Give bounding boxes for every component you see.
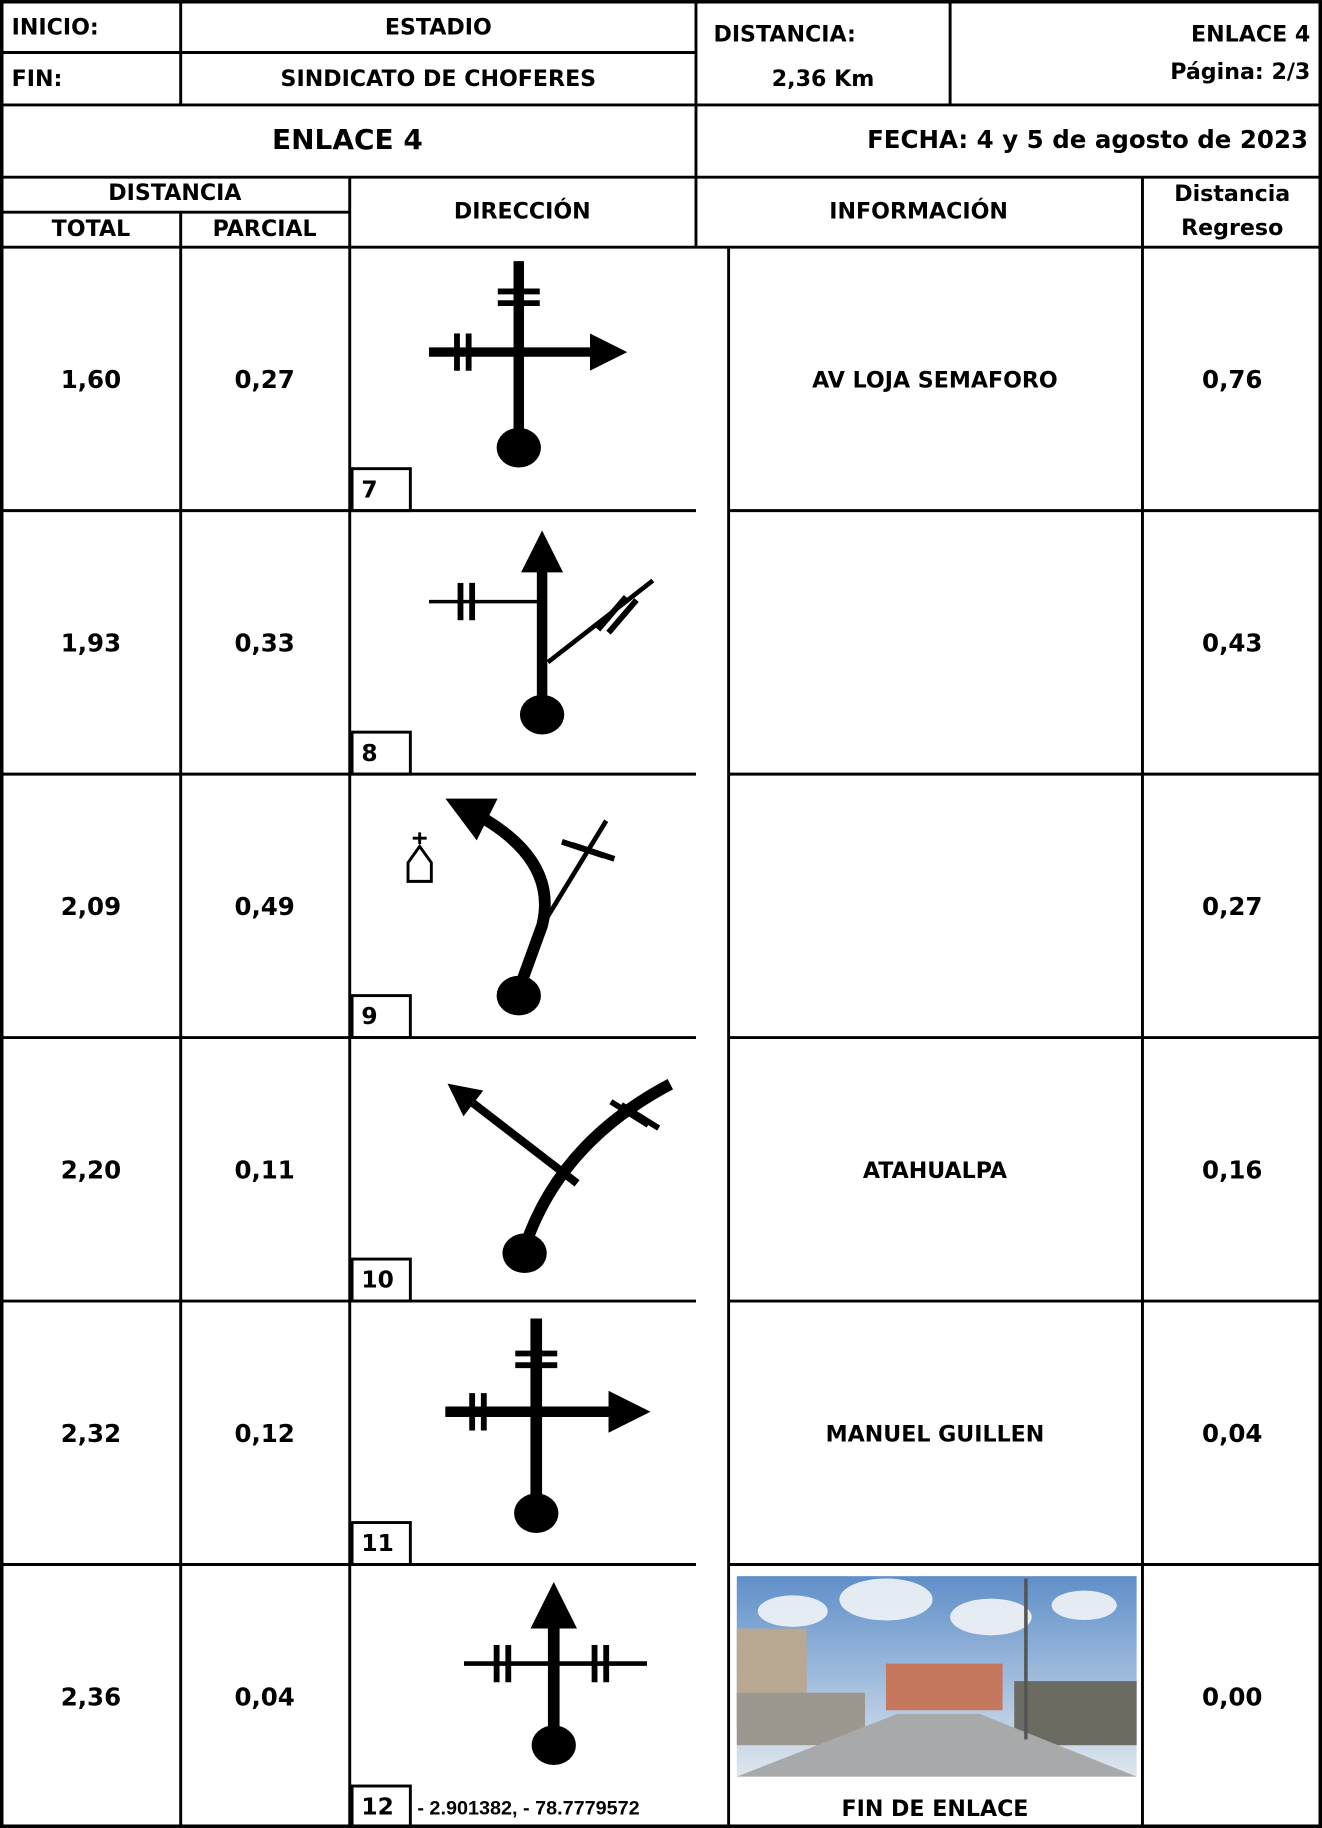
direction-icon [429,261,628,468]
route-row: 2,20 0,11 0,16 10 ATAHUALPA [0,1079,1322,1303]
step-box [350,1521,412,1566]
total-distance: 1,93 [61,629,121,658]
step-box [350,730,412,776]
return-distance: 0,27 [1202,892,1262,921]
value: ESTADIO [385,15,492,41]
start-dot [514,1493,559,1534]
label: INICIO: [12,15,99,41]
step-box [350,1257,412,1303]
label: DISTANCIA: [713,21,855,47]
information: AV LOJA SEMAFORO [812,368,1058,394]
start-dot [496,975,541,1016]
total-distance: 2,32 [61,1419,121,1448]
route-row: 1,60 0,27 0,76 7 AV LOJA SEMAFORO [0,261,1322,513]
step-number: 9 [361,1003,377,1030]
road-surface [736,1713,1137,1777]
column-header: DIRECCIÓN [454,197,591,225]
coordinates: - 2.901382, - 78.7779572 [417,1798,639,1820]
return-distance: 0,16 [1202,1156,1262,1185]
road [519,1079,674,1250]
column-header: PARCIAL [213,216,317,242]
direction-icon [447,1079,674,1274]
building [885,1663,1003,1711]
total-distance: 2,20 [61,1156,121,1185]
road [571,842,616,862]
road [447,1083,580,1187]
cloud [839,1578,933,1621]
value: ENLACE 4 [1191,21,1310,47]
total-distance: 1,60 [61,365,121,394]
road [606,598,639,635]
step-box [350,467,412,513]
road [445,798,551,992]
column-header: DISTANCIA [108,180,242,206]
value: 2,36 Km [772,66,874,92]
fence [1014,1681,1137,1746]
column-header: Regreso [1181,215,1283,241]
label: FIN: [12,66,63,92]
partial-distance: 0,11 [234,1156,294,1185]
return-distance: 0,43 [1202,629,1262,658]
information: MANUEL GUILLEN [826,1422,1045,1448]
step-number: 7 [361,476,377,503]
direction-icon [429,530,655,735]
start-dot [519,694,565,735]
return-distance: 0,00 [1202,1683,1262,1712]
cloud [950,1598,1032,1636]
return-distance: 0,04 [1202,1419,1262,1448]
direction-icon [463,1581,648,1766]
partial-distance: 0,04 [234,1683,294,1712]
road [595,595,629,632]
route-row: 2,36 0,04 0,00 12 - 2.901382, - 78.7779572 FI… [61,1576,1262,1828]
direction-icon [406,798,616,1016]
road [540,819,609,927]
direction-icon [445,1318,651,1534]
start-dot [502,1233,547,1274]
total-distance: 2,09 [61,892,121,921]
column-header: TOTAL [52,216,131,242]
step-number: 8 [361,740,377,767]
route-row: 1,93 0,33 0,43 8 [0,530,1322,776]
cloud [757,1595,828,1627]
church [406,832,433,883]
partial-distance: 0,49 [234,892,294,921]
photo [736,1576,1137,1777]
partial-distance: 0,33 [234,629,294,658]
information: FIN DE ENLACE [841,1796,1028,1822]
step-box [350,994,412,1040]
road [546,578,655,665]
value: SINDICATO DE CHOFERES [281,66,597,92]
step-number: 11 [361,1530,393,1557]
start-dot [531,1725,576,1766]
road [619,1102,661,1131]
column-header: Distancia [1174,181,1290,207]
value: Página: 2/3 [1170,59,1310,85]
return-distance: 0,76 [1202,365,1262,394]
information: ATAHUALPA [863,1158,1008,1184]
route-row: 2,09 0,49 0,27 9 [0,798,1322,1040]
step-number: 12 [361,1794,393,1821]
partial-distance: 0,12 [234,1419,294,1448]
route-row: 2,32 0,12 0,04 11 MANUEL GUILLEN [0,1318,1322,1566]
step-number: 10 [361,1267,393,1294]
total-distance: 2,36 [61,1683,121,1712]
partial-distance: 0,27 [234,365,294,394]
date: FECHA: 4 y 5 de agosto de 2023 [867,125,1308,154]
column-header: INFORMACIÓN [829,197,1008,225]
start-dot [496,427,541,468]
cloud [1051,1590,1117,1620]
title: ENLACE 4 [272,123,423,156]
